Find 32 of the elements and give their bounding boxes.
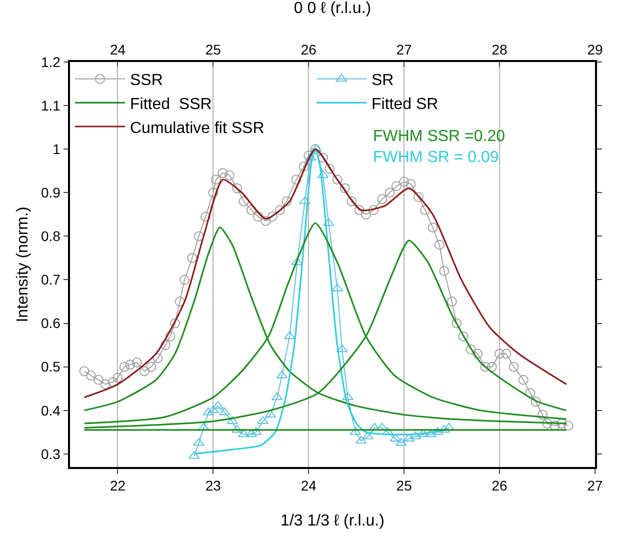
y-tick-label: 0.4: [40, 402, 61, 418]
y-tick-label: 1.2: [40, 54, 61, 70]
legend-label: Fitted SR: [372, 96, 438, 113]
y-tick-label: 0.3: [40, 446, 61, 462]
x-tick-label: 27: [587, 478, 603, 494]
y-tick-label: 0.8: [40, 228, 61, 244]
x-tick-label: 22: [110, 478, 126, 494]
y-tick-label: 1: [52, 141, 61, 157]
legend-label: Cumulative fit SSR: [130, 120, 264, 137]
annotation: FWHM SR = 0.09: [373, 149, 499, 166]
y-axis-title: Intensity (norm.): [14, 206, 32, 322]
x-axis-title: 1/3 1/3 ℓ (r.l.u.): [280, 512, 384, 530]
x-tick-label: 24: [300, 478, 317, 494]
legend-label: SSR: [130, 72, 163, 90]
x-tick-label: 25: [396, 478, 412, 494]
x2-tick-label: 29: [587, 42, 603, 58]
x2-tick-label: 26: [300, 42, 317, 58]
y-tick-label: 1.1: [40, 97, 61, 114]
x2-axis-title: 0 0 ℓ (r.l.u.): [294, 0, 372, 17]
x2-tick-label: 28: [492, 42, 508, 58]
x-tick-label: 23: [205, 478, 222, 494]
x-tick-label: 26: [492, 478, 508, 494]
x2-tick-label: 25: [205, 42, 222, 58]
y-tick-label: 0.5: [40, 358, 61, 375]
annotation: FWHM SSR =0.20: [373, 128, 506, 145]
y-tick-label: 0.9: [40, 184, 61, 201]
x2-tick-label: 27: [396, 42, 412, 58]
legend-label: SR: [372, 72, 394, 90]
y-tick-label: 0.6: [40, 315, 61, 332]
x2-tick-label: 24: [110, 42, 126, 58]
legend-label: Fitted SSR: [130, 96, 212, 113]
y-tick-label: 0.7: [40, 272, 61, 288]
